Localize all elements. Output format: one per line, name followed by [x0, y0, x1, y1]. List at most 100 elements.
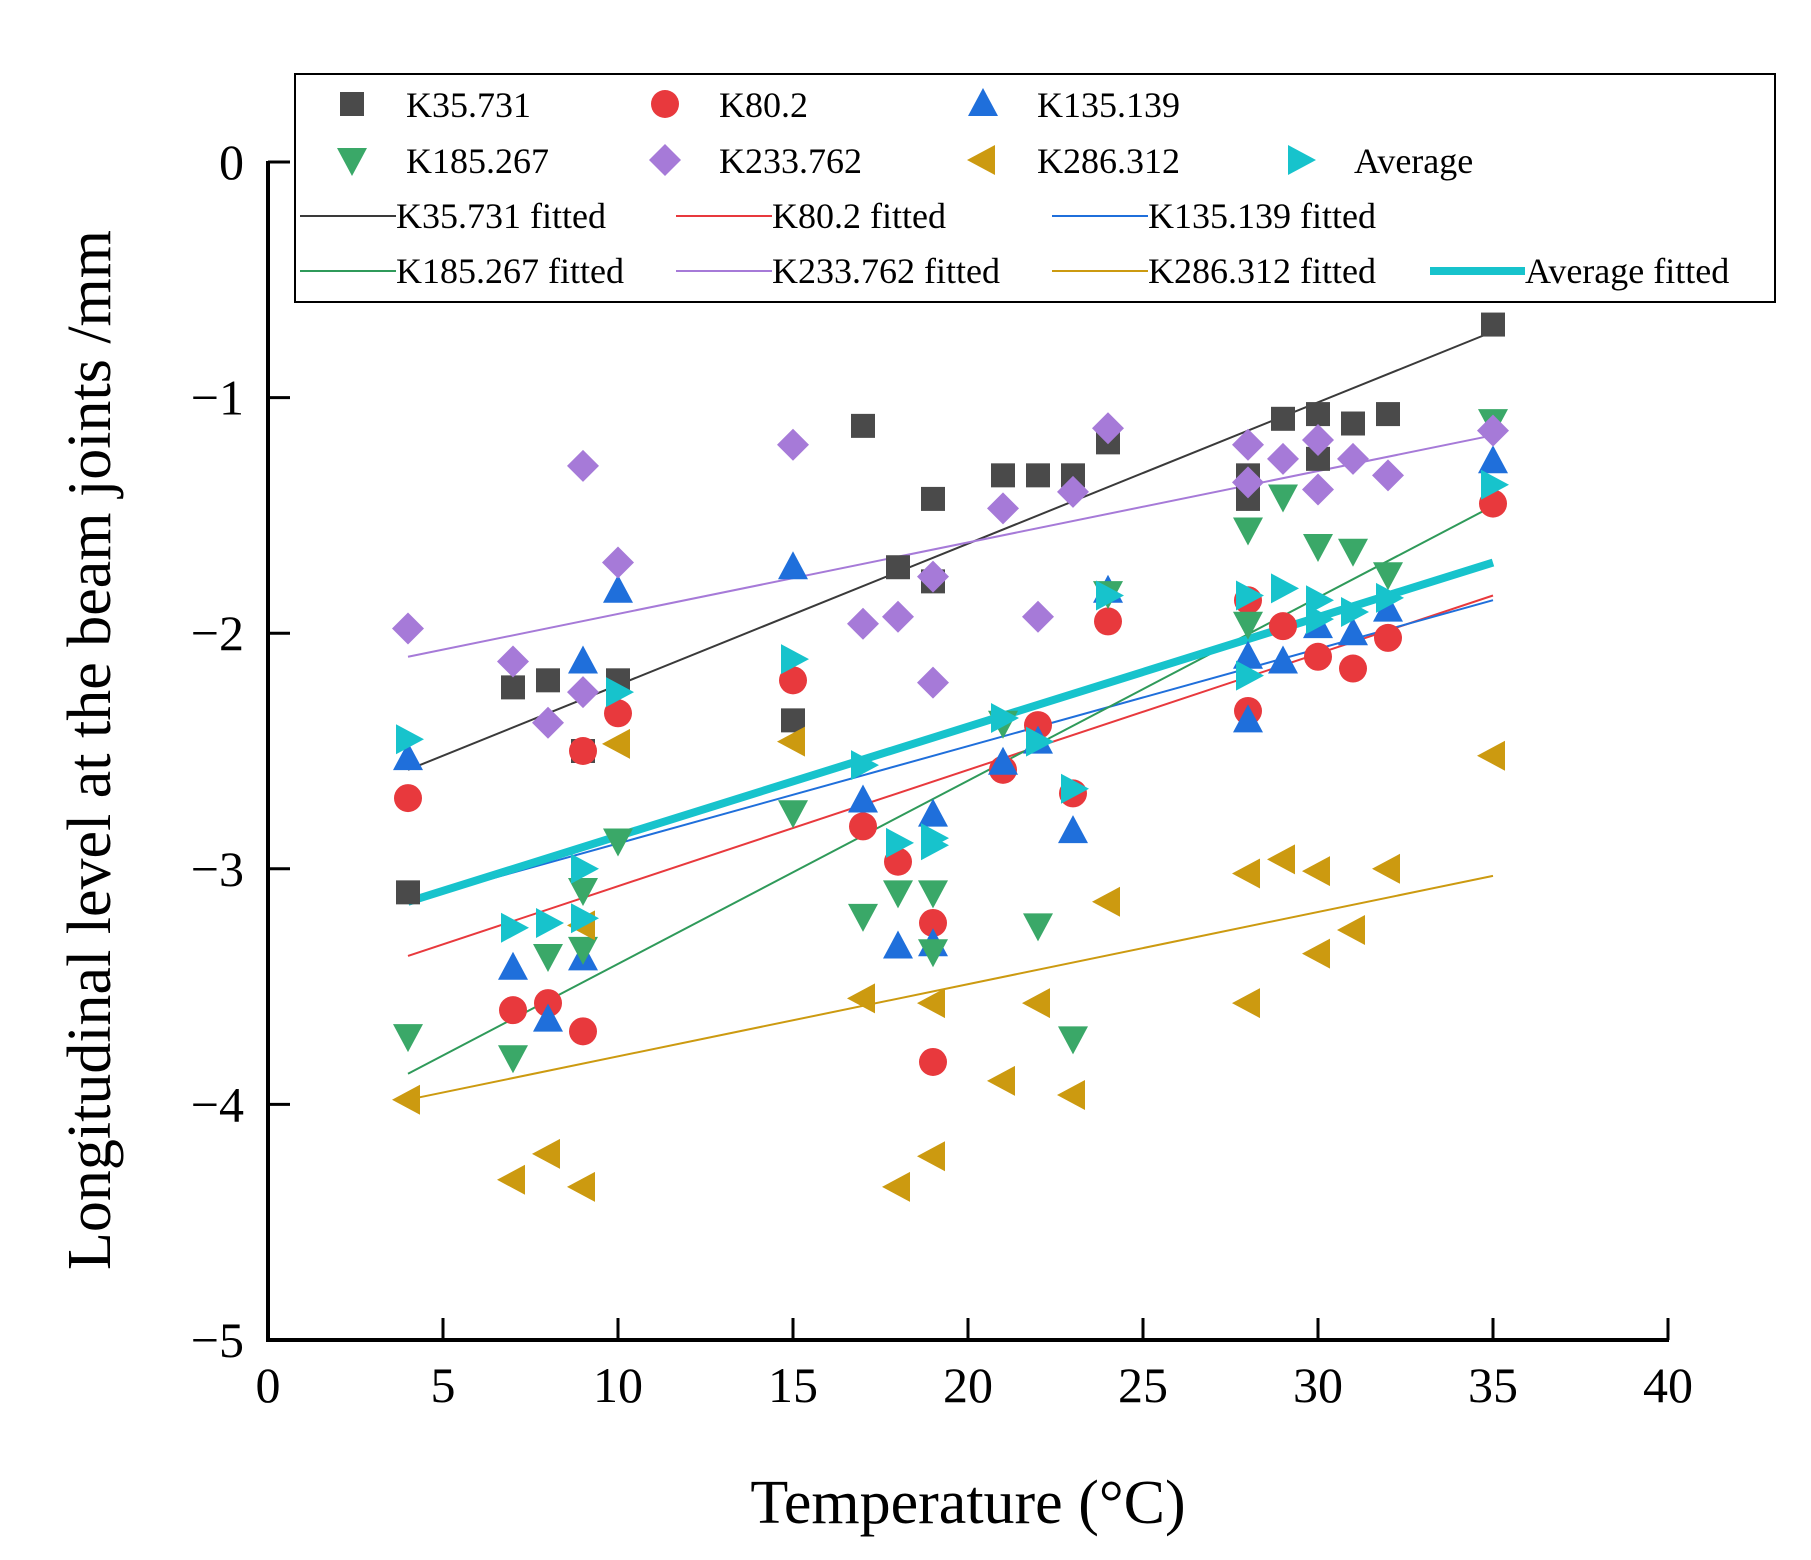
data-point: [883, 930, 913, 959]
legend-label-3: K185.267: [406, 141, 549, 181]
data-point: [1477, 414, 1509, 447]
data-point: [919, 1047, 947, 1076]
legend-label-0: K35.731: [406, 85, 531, 125]
data-point: [848, 784, 878, 813]
legend-label-2: K135.139: [1037, 85, 1180, 125]
data-point: [886, 555, 910, 580]
axes: [266, 161, 1669, 1342]
data-point: [1233, 611, 1263, 640]
data-point: [1232, 858, 1260, 889]
legend-fit-label-5: K286.312 fitted: [1148, 251, 1376, 291]
data-point: [781, 708, 805, 733]
data-point: [882, 600, 914, 633]
data-point: [1057, 475, 1089, 508]
fit-line-4: [407, 434, 1494, 658]
data-point: [1061, 773, 1089, 804]
y-tick-label: −2: [191, 605, 244, 661]
legend-marker-4: [649, 144, 681, 176]
x-tick-label: 35: [1468, 1357, 1518, 1413]
legend-marker-2: [968, 88, 998, 116]
legend-fit-label-0: K35.731 fitted: [396, 196, 606, 236]
data-point: [918, 880, 948, 909]
legend-marker-6: [1288, 145, 1316, 175]
data-point: [847, 607, 879, 640]
data-point: [1092, 886, 1120, 917]
data-point: [1096, 580, 1124, 611]
data-point: [568, 936, 598, 965]
data-point: [1268, 645, 1298, 674]
legend-fit-label-2: K135.139 fitted: [1148, 196, 1376, 236]
data-point: [1233, 517, 1263, 546]
data-point: [569, 737, 597, 765]
data-point: [778, 551, 808, 580]
data-point: [602, 546, 634, 579]
data-point: [536, 668, 560, 693]
data-point: [921, 830, 949, 861]
data-point: [921, 486, 945, 511]
data-point: [886, 827, 914, 858]
data-point: [1337, 442, 1369, 475]
fit-line-0: [407, 330, 1494, 771]
data-point: [777, 428, 809, 461]
y-tick-label: −1: [191, 370, 244, 426]
data-point: [1236, 660, 1264, 691]
y-tick-label: 0: [219, 134, 244, 190]
data-point: [991, 703, 1019, 734]
data-point: [569, 1017, 597, 1046]
data-point: [1341, 596, 1369, 627]
data-point: [394, 784, 422, 813]
x-tick-label: 20: [943, 1357, 993, 1413]
data-point: [1304, 642, 1332, 671]
data-point: [567, 449, 599, 482]
data-point: [606, 677, 634, 708]
data-point: [917, 666, 949, 699]
data-point: [918, 939, 948, 968]
x-tick-label: 5: [431, 1357, 456, 1413]
data-point: [602, 728, 630, 759]
data-point: [1372, 459, 1404, 492]
data-point: [1233, 704, 1263, 733]
data-point: [779, 666, 807, 695]
data-point: [988, 746, 1018, 775]
data-point: [604, 699, 632, 728]
data-point: [847, 983, 875, 1014]
series-5: [392, 726, 1505, 1202]
data-point: [1058, 815, 1088, 844]
data-point: [603, 828, 633, 857]
data-point: [498, 1045, 528, 1074]
data-point: [1306, 402, 1330, 427]
data-point: [1267, 442, 1299, 475]
legend: K35.731 K80.2 K135.139 K185.267 K233.762 K286…: [294, 73, 1776, 303]
data-point: [1271, 573, 1299, 604]
data-point: [1373, 593, 1403, 622]
data-point: [568, 878, 598, 907]
data-points-layer: [392, 312, 1509, 1202]
x-tick-label: 10: [593, 1357, 643, 1413]
data-point: [1268, 484, 1298, 513]
data-point: [1478, 445, 1508, 474]
legend-fit-label-3: K185.267 fitted: [396, 251, 624, 291]
data-point: [1094, 607, 1122, 636]
data-point: [499, 996, 527, 1025]
data-point: [778, 800, 808, 829]
data-point: [781, 644, 809, 675]
data-point: [849, 812, 877, 841]
data-point: [917, 1141, 945, 1172]
data-point: [1306, 604, 1334, 635]
data-point: [498, 951, 528, 980]
data-point: [1338, 538, 1368, 567]
data-point: [571, 853, 599, 884]
legend-label-5: K286.312: [1037, 141, 1180, 181]
legend-label-4: K233.762: [719, 141, 862, 181]
data-point: [497, 645, 529, 678]
data-point: [1236, 580, 1264, 611]
y-tick-label: −3: [191, 841, 244, 897]
data-point: [883, 880, 913, 909]
data-point: [1302, 856, 1330, 887]
data-point: [1302, 473, 1334, 506]
data-point: [571, 903, 599, 934]
x-tick-label: 25: [1118, 1357, 1168, 1413]
data-point: [501, 675, 525, 700]
data-point: [919, 908, 947, 937]
data-point: [536, 907, 564, 938]
